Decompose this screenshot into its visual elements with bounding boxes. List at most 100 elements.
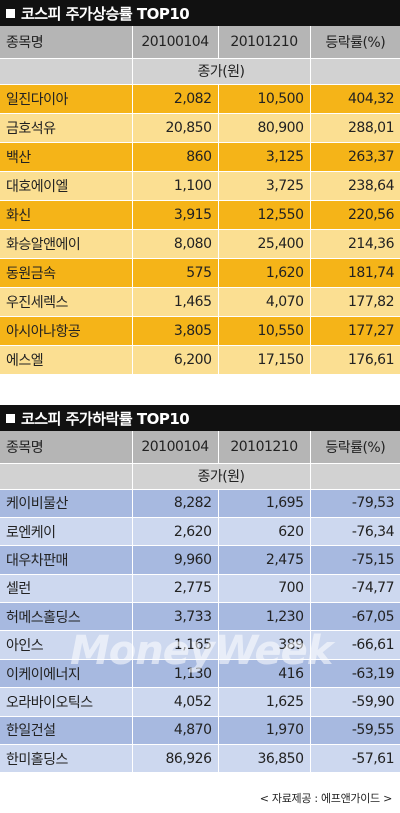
header-date2: 20101210 <box>218 431 311 464</box>
price-date1: 3,733 <box>132 602 219 632</box>
price-date1: 2,775 <box>132 574 219 604</box>
change-rate: 214,36 <box>310 229 400 259</box>
table-row: 한일건설 4,870 1,970 -59,55 <box>0 716 400 746</box>
source-credit: < 자료제공 : 에프앤가이드 > <box>259 792 393 805</box>
price-date2: 3,125 <box>218 142 311 172</box>
price-date1: 1,465 <box>132 287 219 317</box>
table-row: 백산 860 3,125 263,37 <box>0 142 400 172</box>
price-date1: 2,620 <box>132 517 219 547</box>
gainers-header-row: 종목명 20100104 20101210 등락률(%) <box>0 26 400 59</box>
stock-name: 에스엘 <box>0 345 133 375</box>
price-date1: 1,130 <box>132 659 219 689</box>
price-date2: 12,550 <box>218 200 311 230</box>
price-date2: 4,070 <box>218 287 311 317</box>
header-rate: 등락률(%) <box>310 26 400 59</box>
change-rate: 220,56 <box>310 200 400 230</box>
table-row: 동원금속 575 1,620 181,74 <box>0 258 400 288</box>
stock-name: 우진세렉스 <box>0 287 133 317</box>
losers-unit-row: 종가(원) <box>0 463 400 490</box>
price-date1: 860 <box>132 142 219 172</box>
price-date2: 3,725 <box>218 171 311 201</box>
losers-header-row: 종목명 20100104 20101210 등락률(%) <box>0 431 400 464</box>
table-row: 이케이에너지 1,130 416 -63,19 <box>0 659 400 689</box>
price-date1: 2,082 <box>132 84 219 114</box>
header-date1: 20100104 <box>132 26 219 59</box>
change-rate: -57,61 <box>310 744 400 774</box>
losers-section: 코스피 주가하락률 TOP10 종목명 20100104 20101210 등락… <box>0 405 400 774</box>
price-date2: 389 <box>218 630 311 660</box>
price-date1: 4,052 <box>132 687 219 717</box>
losers-title: 코스피 주가하락률 TOP10 <box>21 409 190 428</box>
table-row: 아시아나항공 3,805 10,550 177,27 <box>0 316 400 346</box>
header-date2: 20101210 <box>218 26 311 59</box>
change-rate: 288,01 <box>310 113 400 143</box>
price-date2: 25,400 <box>218 229 311 259</box>
losers-title-bar: 코스피 주가하락률 TOP10 <box>0 405 400 431</box>
stock-name: 일진다이아 <box>0 84 133 114</box>
price-date1: 575 <box>132 258 219 288</box>
stock-name: 대우차판매 <box>0 545 133 575</box>
stock-name: 대호에이엘 <box>0 171 133 201</box>
stock-name: 동원금속 <box>0 258 133 288</box>
table-row: 셀런 2,775 700 -74,77 <box>0 574 400 604</box>
table-row: 에스엘 6,200 17,150 176,61 <box>0 345 400 375</box>
change-rate: 177,82 <box>310 287 400 317</box>
change-rate: -74,77 <box>310 574 400 604</box>
table-row: 아인스 1,165 389 -66,61 <box>0 630 400 660</box>
gainers-title-bar: 코스피 주가상승률 TOP10 <box>0 0 400 26</box>
table-row: 일진다이아 2,082 10,500 404,32 <box>0 84 400 114</box>
price-date1: 4,870 <box>132 716 219 746</box>
table-row: 대우차판매 9,960 2,475 -75,15 <box>0 545 400 575</box>
change-rate: -76,34 <box>310 517 400 547</box>
table-row: 화승알앤에이 8,080 25,400 214,36 <box>0 229 400 259</box>
price-date2: 80,900 <box>218 113 311 143</box>
price-date2: 1,970 <box>218 716 311 746</box>
table-row: 우진세렉스 1,465 4,070 177,82 <box>0 287 400 317</box>
stock-name: 화신 <box>0 200 133 230</box>
change-rate: 177,27 <box>310 316 400 346</box>
change-rate: 404,32 <box>310 84 400 114</box>
unit-label: 종가(원) <box>132 58 311 85</box>
change-rate: -59,90 <box>310 687 400 717</box>
stock-name: 아인스 <box>0 630 133 660</box>
stock-name: 화승알앤에이 <box>0 229 133 259</box>
stock-name: 한일건설 <box>0 716 133 746</box>
table-row: 한미홀딩스 86,926 36,850 -57,61 <box>0 744 400 774</box>
table-row: 화신 3,915 12,550 220,56 <box>0 200 400 230</box>
table-row: 케이비물산 8,282 1,695 -79,53 <box>0 489 400 518</box>
price-date2: 17,150 <box>218 345 311 375</box>
square-bullet-icon <box>6 8 15 18</box>
price-date1: 1,100 <box>132 171 219 201</box>
price-date2: 416 <box>218 659 311 689</box>
gainers-title: 코스피 주가상승률 TOP10 <box>21 4 190 23</box>
change-rate: -59,55 <box>310 716 400 746</box>
price-date1: 1,165 <box>132 630 219 660</box>
gainers-table: 종목명 20100104 20101210 등락률(%) 종가(원) 일진다이아… <box>0 26 400 375</box>
price-date2: 2,475 <box>218 545 311 575</box>
change-rate: -63,19 <box>310 659 400 689</box>
header-date1: 20100104 <box>132 431 219 464</box>
table-row: 허메스홀딩스 3,733 1,230 -67,05 <box>0 602 400 632</box>
losers-table: 종목명 20100104 20101210 등락률(%) 종가(원) 케이비물산… <box>0 431 400 774</box>
change-rate: -79,53 <box>310 489 400 518</box>
price-date2: 700 <box>218 574 311 604</box>
stock-name: 금호석유 <box>0 113 133 143</box>
change-rate: -67,05 <box>310 602 400 632</box>
header-name: 종목명 <box>0 431 133 464</box>
unit-label: 종가(원) <box>132 463 311 490</box>
stock-name: 오라바이오틱스 <box>0 687 133 717</box>
price-date1: 3,915 <box>132 200 219 230</box>
stock-name: 로엔케이 <box>0 517 133 547</box>
table-row: 오라바이오틱스 4,052 1,625 -59,90 <box>0 687 400 717</box>
change-rate: -66,61 <box>310 630 400 660</box>
price-date2: 36,850 <box>218 744 311 774</box>
price-date2: 1,695 <box>218 489 311 518</box>
table-row: 대호에이엘 1,100 3,725 238,64 <box>0 171 400 201</box>
price-date1: 8,282 <box>132 489 219 518</box>
stock-name: 허메스홀딩스 <box>0 602 133 632</box>
table-row: 금호석유 20,850 80,900 288,01 <box>0 113 400 143</box>
price-date2: 620 <box>218 517 311 547</box>
price-date2: 10,550 <box>218 316 311 346</box>
change-rate: 181,74 <box>310 258 400 288</box>
change-rate: 263,37 <box>310 142 400 172</box>
